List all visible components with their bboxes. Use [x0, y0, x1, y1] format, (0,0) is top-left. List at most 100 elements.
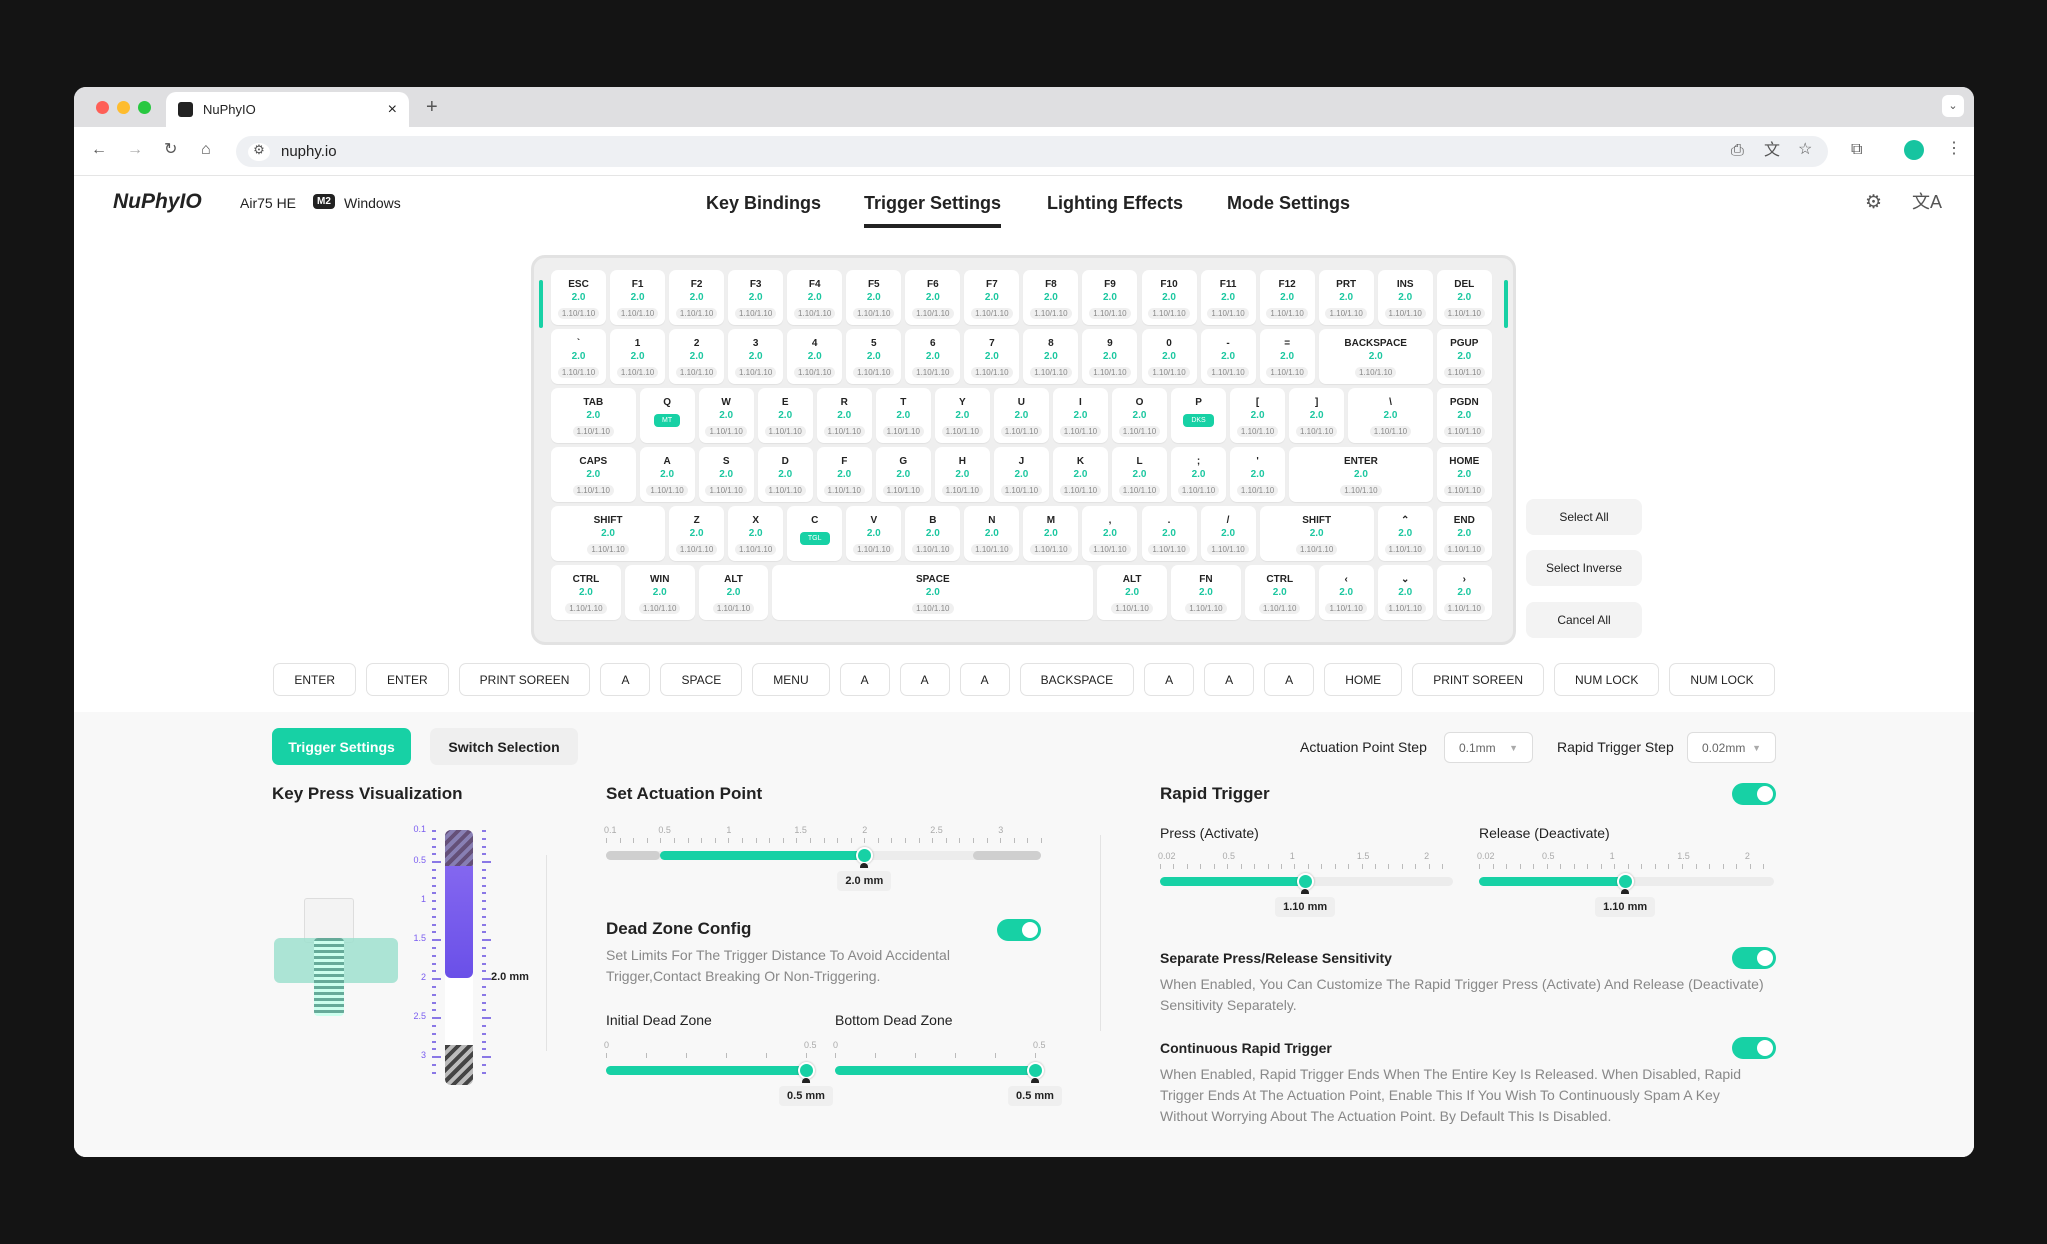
key[interactable]: D 2.0 1.10/1.10	[757, 447, 813, 502]
key[interactable]: - 2.0 1.10/1.10	[1200, 329, 1256, 384]
macro-key-button[interactable]: HOME	[1324, 663, 1403, 696]
key[interactable]: 0 2.0 1.10/1.10	[1141, 329, 1197, 384]
macro-key-button[interactable]: A	[600, 663, 651, 696]
key[interactable]: 1 2.0 1.10/1.10	[610, 329, 666, 384]
settings-gear-icon[interactable]: ⚙	[1865, 192, 1883, 213]
key[interactable]: ALT 2.0 1.10/1.10	[698, 565, 769, 620]
profile-avatar[interactable]	[1904, 140, 1924, 160]
key[interactable]: F12 2.0 1.10/1.10	[1259, 270, 1315, 325]
cancel-all-button[interactable]: Cancel All	[1526, 602, 1642, 638]
key[interactable]: ; 2.0 1.10/1.10	[1171, 447, 1227, 502]
slider-thumb[interactable]	[1617, 873, 1635, 890]
macro-key-button[interactable]: A	[899, 663, 950, 696]
key[interactable]: R 2.0 1.10/1.10	[816, 388, 872, 443]
key[interactable]: K 2.0 1.10/1.10	[1052, 447, 1108, 502]
macro-key-button[interactable]: A	[1264, 663, 1315, 696]
key[interactable]: ‹ 2.0 1.10/1.10	[1318, 565, 1374, 620]
key[interactable]: 8 2.0 1.10/1.10	[1023, 329, 1079, 384]
key[interactable]: ENTER 2.0 1.10/1.10	[1289, 447, 1433, 502]
key[interactable]: F 2.0 1.10/1.10	[816, 447, 872, 502]
actuation-slider[interactable]: 0.1 0.5 1 1.5 2 2.5 3 2.0 mm	[604, 825, 1042, 891]
key[interactable]: 2 2.0 1.10/1.10	[669, 329, 725, 384]
key[interactable]: ] 2.0 1.10/1.10	[1289, 388, 1345, 443]
key[interactable]: E 2.0 1.10/1.10	[757, 388, 813, 443]
os-label[interactable]: Windows	[344, 195, 401, 211]
key[interactable]: H 2.0 1.10/1.10	[934, 447, 990, 502]
key[interactable]: U 2.0 1.10/1.10	[993, 388, 1049, 443]
nav-key-bindings[interactable]: Key Bindings	[706, 193, 822, 213]
address-bar[interactable]: ⚙ nuphy.io ⎙ 文 ☆	[236, 136, 1828, 167]
key[interactable]: = 2.0 1.10/1.10	[1259, 329, 1315, 384]
site-settings-icon[interactable]: ⚙	[248, 143, 270, 161]
key[interactable]: M 2.0 1.10/1.10	[1023, 506, 1079, 561]
key[interactable]: › 2.0 1.10/1.10	[1436, 565, 1492, 620]
key[interactable]: V 2.0 1.10/1.10	[846, 506, 902, 561]
nav-trigger-settings[interactable]: Trigger Settings	[864, 193, 1002, 228]
tab-trigger-settings[interactable]: Trigger Settings	[272, 728, 411, 765]
forward-icon[interactable]: →	[127, 141, 143, 158]
key[interactable]: ` 2.0 1.10/1.10	[551, 329, 607, 384]
macro-key-button[interactable]: ENTER	[366, 663, 449, 696]
key[interactable]: BACKSPACE 2.0 1.10/1.10	[1318, 329, 1433, 384]
key[interactable]: \ 2.0 1.10/1.10	[1348, 388, 1433, 443]
key[interactable]: SPACE 2.0 1.10/1.10	[772, 565, 1094, 620]
key[interactable]: 4 2.0 1.10/1.10	[787, 329, 843, 384]
key[interactable]: ⌃ 2.0 1.10/1.10	[1377, 506, 1433, 561]
rapid-trigger-toggle[interactable]	[1732, 783, 1776, 805]
key[interactable]: DEL 2.0 1.10/1.10	[1436, 270, 1492, 325]
back-icon[interactable]: ←	[91, 141, 107, 158]
key[interactable]: C TGL	[787, 506, 843, 561]
key[interactable]: PGDN 2.0 1.10/1.10	[1436, 388, 1492, 443]
extensions-icon[interactable]: ⧉	[1851, 141, 1863, 158]
rt-step-select[interactable]: 0.02mm ▼	[1687, 732, 1776, 763]
release-slider[interactable]: 0.02 0.5 1 1.5 2 1.10 mm	[1477, 851, 1774, 917]
key[interactable]: F6 2.0 1.10/1.10	[905, 270, 961, 325]
maximize-window-button[interactable]	[138, 101, 151, 114]
key[interactable]: END 2.0 1.10/1.10	[1436, 506, 1492, 561]
macro-key-button[interactable]: MENU	[752, 663, 830, 696]
key[interactable]: X 2.0 1.10/1.10	[728, 506, 784, 561]
key[interactable]: N 2.0 1.10/1.10	[964, 506, 1020, 561]
key[interactable]: F9 2.0 1.10/1.10	[1082, 270, 1138, 325]
key[interactable]: S 2.0 1.10/1.10	[698, 447, 754, 502]
key[interactable]: INS 2.0 1.10/1.10	[1377, 270, 1433, 325]
macro-key-button[interactable]: SPACE	[660, 663, 743, 696]
key[interactable]: B 2.0 1.10/1.10	[905, 506, 961, 561]
key[interactable]: PGUP 2.0 1.10/1.10	[1436, 329, 1492, 384]
key[interactable]: [2.0 1.10/1.10	[1230, 388, 1286, 443]
browser-menu-icon[interactable]: ⋮	[1946, 140, 1962, 157]
browser-tab[interactable]: NuPhyIO ×	[166, 92, 409, 127]
key[interactable]: P DKS	[1171, 388, 1227, 443]
key[interactable]: / 2.0 1.10/1.10	[1200, 506, 1256, 561]
key[interactable]: F2 2.0 1.10/1.10	[669, 270, 725, 325]
key[interactable]: PRT 2.0 1.10/1.10	[1318, 270, 1374, 325]
key[interactable]: CTRL 2.0 1.10/1.10	[551, 565, 621, 620]
press-slider[interactable]: 0.02 0.5 1 1.5 2 1.10 mm	[1158, 851, 1453, 917]
nav-mode-settings[interactable]: Mode Settings	[1227, 193, 1351, 213]
separate-sensitivity-toggle[interactable]	[1732, 947, 1776, 969]
key[interactable]: , 2.0 1.10/1.10	[1082, 506, 1138, 561]
key[interactable]: F7 2.0 1.10/1.10	[964, 270, 1020, 325]
select-inverse-button[interactable]: Select Inverse	[1526, 550, 1642, 586]
key[interactable]: F11 2.0 1.10/1.10	[1200, 270, 1256, 325]
key[interactable]: HOME 2.0 1.10/1.10	[1436, 447, 1492, 502]
key[interactable]: 6 2.0 1.10/1.10	[905, 329, 961, 384]
slider-thumb[interactable]	[798, 1062, 815, 1079]
macro-key-button[interactable]: NUM LOCK	[1553, 663, 1660, 696]
key[interactable]: ' 2.0 1.10/1.10	[1230, 447, 1286, 502]
macro-key-button[interactable]: BACKSPACE	[1019, 663, 1135, 696]
macro-key-button[interactable]: A	[1204, 663, 1255, 696]
key[interactable]: 7 2.0 1.10/1.10	[964, 329, 1020, 384]
nav-lighting-effects[interactable]: Lighting Effects	[1047, 193, 1183, 213]
new-tab-button[interactable]: +	[426, 96, 438, 118]
key[interactable]: T 2.0 1.10/1.10	[875, 388, 931, 443]
key[interactable]: O 2.0 1.10/1.10	[1111, 388, 1168, 443]
select-all-button[interactable]: Select All	[1526, 499, 1642, 535]
initial-dead-zone-slider[interactable]: 0 0.5 0.5 mm	[604, 1040, 833, 1106]
key[interactable]: F5 2.0 1.10/1.10	[846, 270, 902, 325]
key[interactable]: F8 2.0 1.10/1.10	[1023, 270, 1079, 325]
reload-icon[interactable]: ↻	[164, 141, 178, 158]
key[interactable]: A 2.0 1.10/1.10	[639, 447, 695, 502]
key[interactable]: . 2.0 1.10/1.10	[1141, 506, 1197, 561]
key[interactable]: F4 2.0 1.10/1.10	[787, 270, 843, 325]
